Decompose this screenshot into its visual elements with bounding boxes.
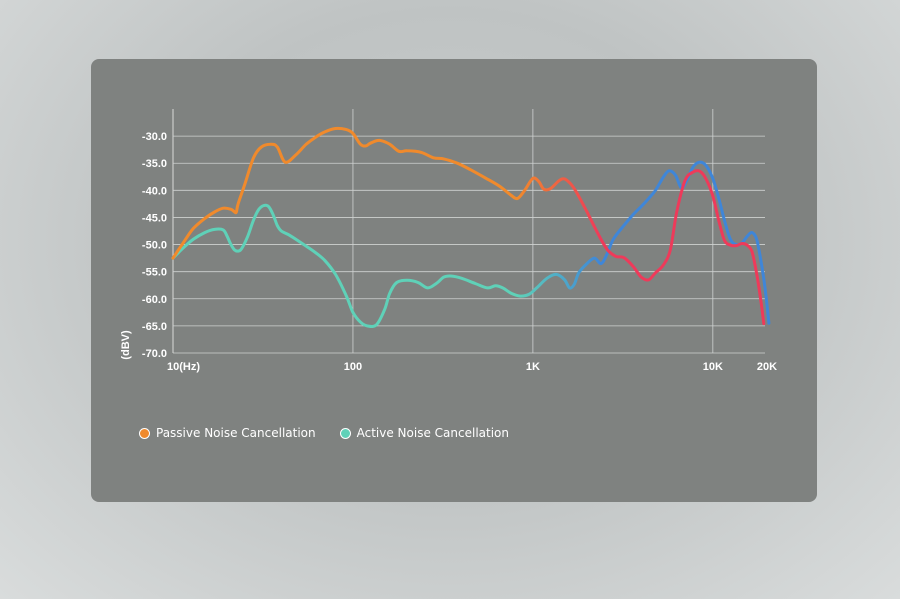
y-tick-label: -30.0: [142, 131, 167, 143]
y-axis-label: (dBV): [120, 330, 132, 360]
y-tick-label: -60.0: [142, 294, 167, 306]
x-tick-labels: 10(Hz) 100 1K 10K 20K: [167, 361, 777, 373]
x-tick-label: 10(Hz): [167, 361, 200, 373]
legend-item-passive: Passive Noise Cancellation: [139, 426, 316, 440]
y-tick-labels: -30.0 -35.0 -40.0 -45.0 -50.0 -55.0 -60.0 -65.0…: [142, 131, 167, 360]
x-tick-label: 100: [344, 361, 362, 373]
passive-series-line: [171, 126, 766, 326]
passive-swatch-icon: [139, 427, 150, 439]
y-tick-label: -40.0: [142, 185, 167, 197]
y-tick-label: -45.0: [142, 212, 167, 224]
legend-item-active: Active Noise Cancellation: [339, 426, 509, 440]
y-tick-label: -70.0: [142, 348, 167, 360]
y-tick-label: -50.0: [142, 240, 167, 252]
legend-label-passive: Passive Noise Cancellation: [156, 426, 316, 440]
active-series-line: [171, 160, 771, 329]
legend: Passive Noise Cancellation Active Noise …: [139, 426, 509, 440]
legend-label-active: Active Noise Cancellation: [356, 426, 509, 440]
y-tick-label: -65.0: [142, 321, 167, 333]
x-tick-label: 1K: [526, 361, 540, 373]
y-tick-label: -55.0: [142, 267, 167, 279]
x-tick-label: 10K: [703, 361, 723, 373]
x-tick-label: 20K: [757, 361, 777, 373]
chart-panel: [91, 59, 817, 502]
series-layer: [171, 126, 771, 329]
active-swatch-icon: [339, 427, 351, 439]
y-tick-label: -35.0: [142, 158, 167, 170]
